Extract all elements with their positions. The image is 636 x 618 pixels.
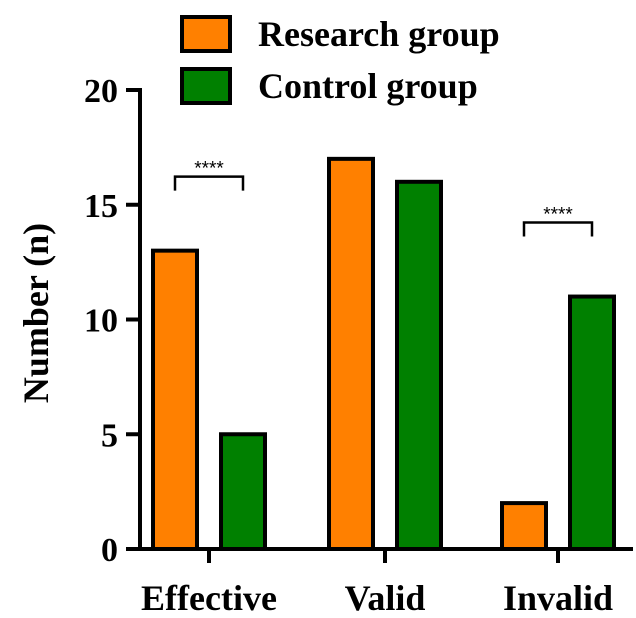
significance-bracket — [173, 175, 245, 191]
legend-label: Research group — [258, 14, 500, 54]
bars — [151, 156, 616, 552]
y-tick-label: 5 — [101, 417, 118, 454]
significance-annotations: **** **** — [173, 159, 594, 237]
bar-research-group — [151, 248, 199, 551]
significance-label: **** — [543, 205, 573, 226]
y-tick-label: 20 — [84, 73, 118, 110]
bar-control-group — [219, 432, 267, 551]
y-axis: 0 5 10 15 20 — [84, 73, 142, 569]
bar-research-group — [327, 156, 375, 551]
legend-swatch — [180, 15, 232, 53]
legend: Research group Control group — [180, 14, 500, 106]
y-tick-label: 10 — [84, 303, 118, 340]
legend-swatch — [180, 67, 232, 105]
x-tick-label: Invalid — [503, 578, 613, 618]
bar-research-group — [500, 501, 548, 552]
y-tick-label: 0 — [101, 532, 118, 569]
x-tick-label: Effective — [141, 578, 277, 618]
significance-bracket — [522, 221, 594, 237]
x-tick-label: Valid — [345, 578, 426, 618]
y-axis-title: Number (n) — [16, 223, 56, 403]
bar-control-group — [568, 294, 616, 551]
y-tick-label: 15 — [84, 188, 118, 225]
x-axis: Effective Valid Invalid — [138, 547, 633, 618]
bar-control-group — [395, 179, 443, 552]
legend-label: Control group — [258, 66, 478, 106]
significance-label: **** — [194, 159, 224, 180]
